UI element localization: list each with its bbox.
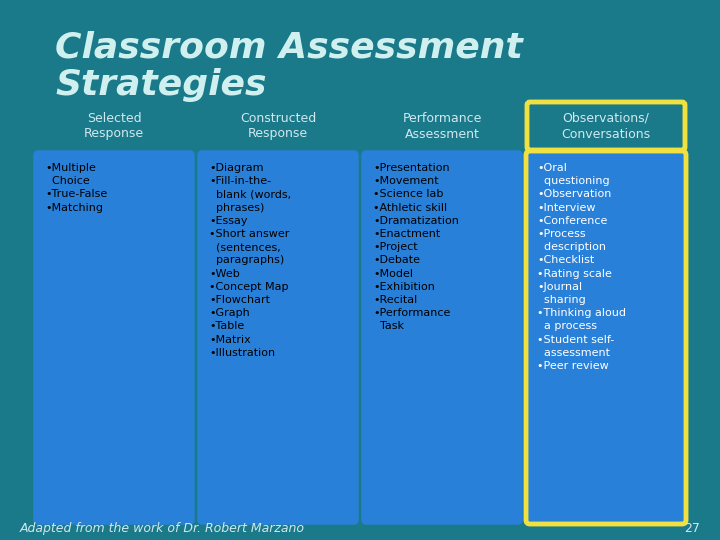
Text: Classroom Assessment: Classroom Assessment	[55, 30, 523, 64]
Text: Performance
Assessment: Performance Assessment	[402, 111, 482, 140]
Text: •Oral
  questioning
•Observation
•Interview
•Conference
•Process
  description
•: •Oral questioning •Observation •Intervie…	[537, 163, 626, 371]
FancyBboxPatch shape	[198, 151, 358, 524]
Text: •Multiple
  Choice
•True-False
•Matching: •Multiple Choice •True-False •Matching	[45, 163, 107, 213]
Text: Selected
Response: Selected Response	[84, 111, 144, 140]
Text: Strategies: Strategies	[55, 68, 266, 102]
Text: •Presentation
•Movement
•Science lab
•Athletic skill
•Dramatization
•Enactment
•: •Presentation •Movement •Science lab •At…	[373, 163, 459, 332]
Text: •Diagram
•Fill-in-the-
  blank (words,
  phrases)
•Essay
•Short answer
  (senten: •Diagram •Fill-in-the- blank (words, phr…	[209, 163, 291, 358]
FancyBboxPatch shape	[362, 151, 522, 524]
Text: 27: 27	[684, 522, 700, 535]
FancyBboxPatch shape	[526, 151, 686, 524]
FancyBboxPatch shape	[527, 102, 685, 150]
FancyBboxPatch shape	[34, 151, 194, 524]
Text: Adapted from the work of Dr. Robert Marzano: Adapted from the work of Dr. Robert Marz…	[20, 522, 305, 535]
Text: Constructed
Response: Constructed Response	[240, 111, 316, 140]
Text: Observations/
Conversations: Observations/ Conversations	[562, 111, 651, 140]
